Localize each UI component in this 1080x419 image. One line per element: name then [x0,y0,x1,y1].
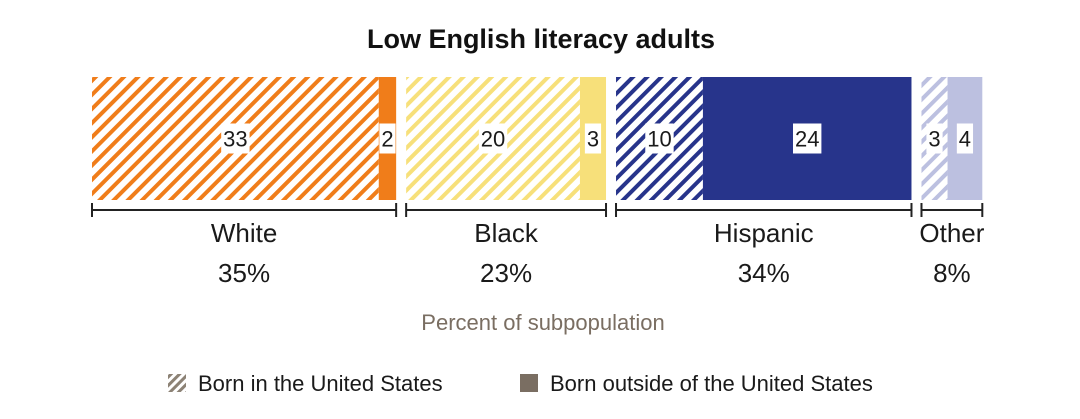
x-axis-label: Percent of subpopulation [421,310,664,335]
group-name-other: Other [919,218,984,248]
value-label-hispanic-us: 10 [647,127,671,152]
group-name-black: Black [474,218,539,248]
value-label-bg [645,123,674,154]
group-labels: White 35% Black 23% Hispanic 34% Other 8% [211,218,985,288]
group-total-white: 35% [218,258,270,288]
value-label-bg [584,123,602,154]
value-label-black-foreign: 3 [587,127,599,152]
value-label-bg [478,123,508,154]
group-total-black: 23% [480,258,532,288]
bars: 33 2 20 3 10 24 3 4 [92,77,983,200]
bracket-other [920,203,984,217]
legend-label-us: Born in the United States [198,371,443,396]
value-label-other-us: 3 [928,127,940,152]
legend-swatch-us [168,374,186,392]
bracket-black [405,203,608,217]
legend-label-foreign: Born outside of the United States [550,371,873,396]
bracket-hispanic [615,203,913,217]
group-total-other: 8% [933,258,971,288]
value-label-bg [379,123,396,154]
value-label-bg [793,123,822,154]
legend-swatch-foreign [520,374,538,392]
value-label-black-us: 20 [481,127,505,152]
legend: Born in the United States Born outside of… [168,371,873,396]
value-label-white-us: 33 [223,127,247,152]
chart-title: Low English literacy adults [367,24,715,54]
value-label-bg [221,123,250,154]
group-total-hispanic: 34% [738,258,790,288]
value-label-hispanic-foreign: 24 [795,127,819,152]
value-label-other-foreign: 4 [959,127,971,152]
value-label-bg [956,123,974,154]
bracket-white [91,203,398,217]
value-label-bg [926,123,943,154]
value-label-white-foreign: 2 [381,127,393,152]
group-name-hispanic: Hispanic [714,218,814,248]
group-name-white: White [211,218,277,248]
group-brackets [91,203,984,217]
